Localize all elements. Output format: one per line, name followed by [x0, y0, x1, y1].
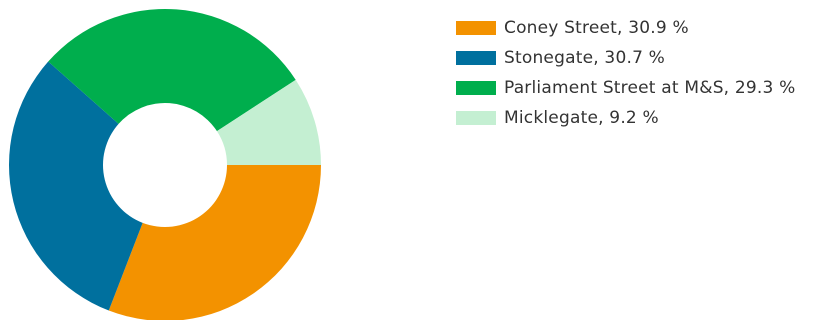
legend-label-stonegate: Stonegate, 30.7 % [504, 48, 666, 68]
legend-item-stonegate: Stonegate, 30.7 % [456, 48, 826, 68]
legend-label-coney-street: Coney Street, 30.9 % [504, 18, 689, 38]
legend-swatch-stonegate [456, 51, 496, 65]
donut-slice-micklegate [216, 79, 321, 165]
legend-swatch-micklegate [456, 111, 496, 125]
legend-item-parliament-street: Parliament Street at M&S, 29.3 % [456, 78, 826, 98]
legend-swatch-coney-street [456, 21, 496, 35]
donut-slice-stonegate [8, 61, 143, 311]
donut-slice-parliament-street-at-m-s [48, 8, 296, 132]
legend-label-parliament-street: Parliament Street at M&S, 29.3 % [504, 78, 796, 98]
chart-legend: Coney Street, 30.9 % Stonegate, 30.7 % P… [456, 18, 826, 138]
legend-label-micklegate: Micklegate, 9.2 % [504, 108, 659, 128]
legend-swatch-parliament-street [456, 81, 496, 95]
donut-slice-coney-street [108, 165, 321, 320]
legend-item-coney-street: Coney Street, 30.9 % [456, 18, 826, 38]
donut-slices [8, 8, 321, 320]
legend-item-micklegate: Micklegate, 9.2 % [456, 108, 826, 128]
